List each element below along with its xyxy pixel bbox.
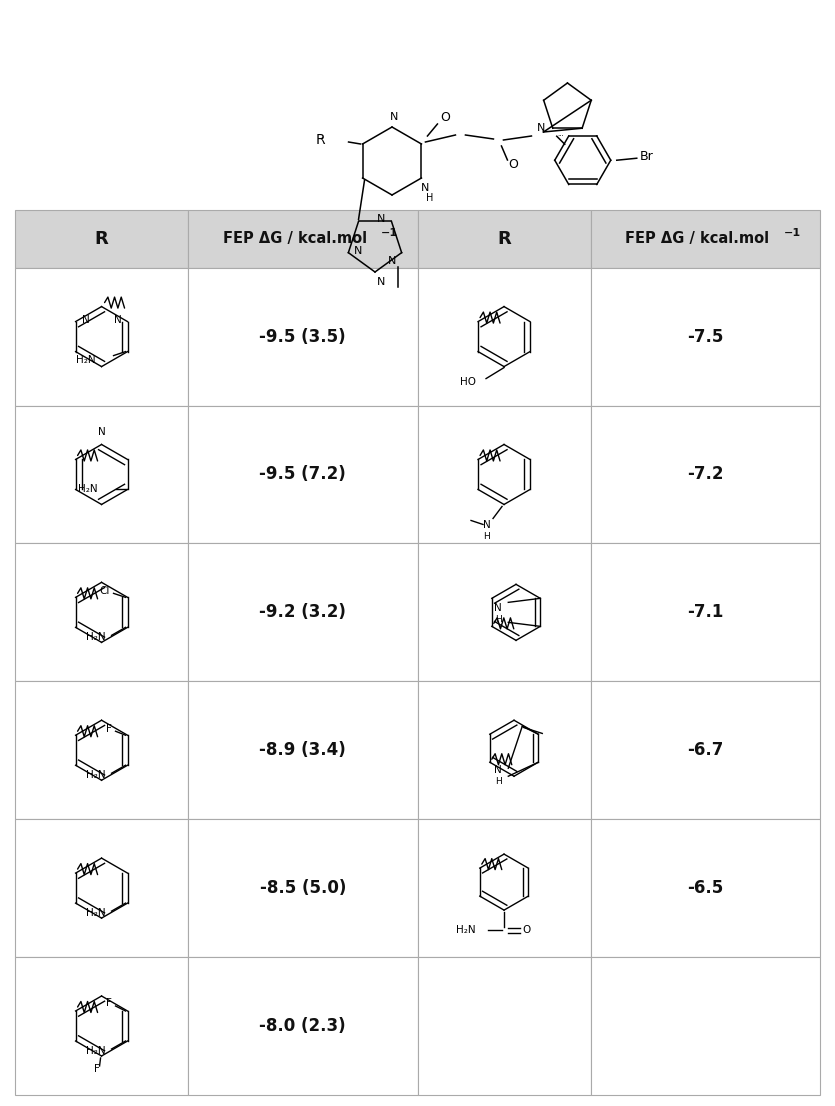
Text: N: N bbox=[377, 276, 385, 286]
Bar bbox=[188, 957, 418, 1095]
Text: R: R bbox=[316, 133, 326, 147]
Text: H: H bbox=[483, 532, 489, 541]
Text: H₂N: H₂N bbox=[86, 770, 105, 780]
Text: F: F bbox=[106, 998, 112, 1008]
Text: O: O bbox=[522, 925, 530, 935]
Text: −1: −1 bbox=[784, 228, 801, 238]
Bar bbox=[15, 681, 188, 820]
Text: FEP ΔG / kcal.mol: FEP ΔG / kcal.mol bbox=[223, 231, 367, 247]
Bar bbox=[188, 820, 418, 957]
Bar bbox=[15, 820, 188, 957]
Text: O: O bbox=[509, 157, 519, 170]
Text: N: N bbox=[98, 428, 105, 438]
Text: N: N bbox=[377, 215, 386, 225]
Text: F: F bbox=[106, 724, 112, 734]
Text: -7.5: -7.5 bbox=[687, 327, 723, 345]
Text: H₂N: H₂N bbox=[86, 633, 105, 643]
Text: H: H bbox=[495, 776, 502, 785]
Text: -9.5 (3.5): -9.5 (3.5) bbox=[260, 327, 347, 345]
Bar bbox=[418, 681, 590, 820]
Bar bbox=[590, 268, 820, 406]
Bar bbox=[590, 210, 820, 268]
Text: N: N bbox=[354, 246, 362, 255]
Text: -8.5 (5.0): -8.5 (5.0) bbox=[260, 879, 346, 897]
Text: R: R bbox=[94, 230, 109, 248]
Text: H₂N: H₂N bbox=[86, 1046, 105, 1056]
Text: N: N bbox=[421, 182, 430, 194]
Text: -8.0 (2.3): -8.0 (2.3) bbox=[260, 1018, 347, 1035]
Text: -8.9 (3.4): -8.9 (3.4) bbox=[260, 741, 347, 759]
Text: -7.2: -7.2 bbox=[687, 466, 723, 483]
Text: H: H bbox=[426, 194, 433, 204]
Text: R: R bbox=[497, 230, 511, 248]
Bar bbox=[188, 406, 418, 543]
Text: H₂N: H₂N bbox=[86, 908, 105, 918]
Bar bbox=[418, 820, 590, 957]
Bar bbox=[15, 268, 188, 406]
Bar bbox=[15, 957, 188, 1095]
Bar bbox=[188, 681, 418, 820]
Bar bbox=[188, 543, 418, 681]
Bar bbox=[590, 406, 820, 543]
Text: N: N bbox=[114, 314, 121, 324]
Text: FEP ΔG / kcal.mol: FEP ΔG / kcal.mol bbox=[625, 231, 769, 247]
Text: H₂N: H₂N bbox=[76, 355, 95, 365]
Text: O: O bbox=[441, 112, 450, 125]
Bar bbox=[15, 406, 188, 543]
Bar bbox=[590, 957, 820, 1095]
Text: N: N bbox=[82, 314, 89, 324]
Text: N: N bbox=[494, 604, 502, 614]
Text: H₂N: H₂N bbox=[457, 925, 476, 935]
Text: H₂N: H₂N bbox=[78, 484, 98, 494]
Text: ···: ··· bbox=[558, 133, 564, 139]
Bar bbox=[188, 268, 418, 406]
Text: N: N bbox=[483, 521, 491, 531]
Bar bbox=[418, 210, 590, 268]
Text: -6.5: -6.5 bbox=[687, 879, 723, 897]
Bar bbox=[15, 543, 188, 681]
Bar bbox=[590, 543, 820, 681]
Bar bbox=[188, 210, 418, 268]
Bar bbox=[418, 268, 590, 406]
Bar bbox=[590, 681, 820, 820]
Text: N: N bbox=[387, 255, 396, 265]
Text: HO: HO bbox=[460, 376, 476, 387]
Text: Cl: Cl bbox=[99, 586, 109, 596]
Bar bbox=[590, 820, 820, 957]
Text: N: N bbox=[537, 123, 545, 133]
Text: -7.1: -7.1 bbox=[687, 604, 723, 622]
Text: H: H bbox=[495, 615, 502, 624]
Bar bbox=[15, 210, 188, 268]
Bar bbox=[418, 543, 590, 681]
Text: N: N bbox=[494, 765, 502, 775]
Bar bbox=[418, 406, 590, 543]
Text: -6.7: -6.7 bbox=[687, 741, 723, 759]
Text: -9.5 (7.2): -9.5 (7.2) bbox=[260, 466, 347, 483]
Text: N: N bbox=[390, 112, 398, 122]
Text: −1: −1 bbox=[382, 228, 398, 238]
Text: F: F bbox=[94, 1064, 99, 1074]
Bar bbox=[418, 957, 590, 1095]
Text: Br: Br bbox=[640, 149, 654, 163]
Text: -9.2 (3.2): -9.2 (3.2) bbox=[260, 604, 347, 622]
